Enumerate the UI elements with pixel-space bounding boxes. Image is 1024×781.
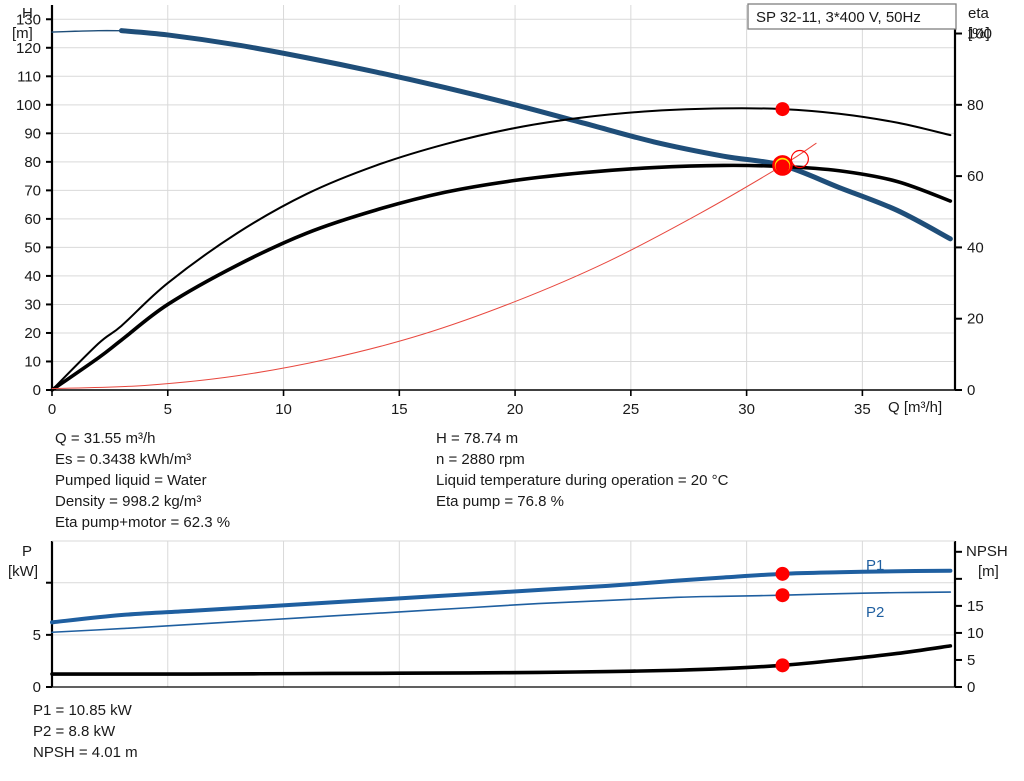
top-x-axis-title: Q [m³/h] xyxy=(888,399,942,416)
top-left-tick-label: 80 xyxy=(24,154,41,171)
bottom-y-left-axis-unit: [kW] xyxy=(8,563,38,580)
top-x-tick-label: 0 xyxy=(48,401,56,418)
top-y-right-axis-title: eta xyxy=(968,5,990,22)
title-box-label: SP 32-11, 3*400 V, 50Hz xyxy=(756,9,921,26)
top-chart-curves xyxy=(50,28,953,392)
info-right-line-2: Liquid temperature during operation = 20… xyxy=(436,472,729,489)
top-x-tick-label: 35 xyxy=(854,401,871,418)
bottom-left-tick-label: 5 xyxy=(33,627,41,644)
top-chart-markers xyxy=(772,102,809,176)
top-x-tick-label: 10 xyxy=(275,401,292,418)
top-left-tick-label: 0 xyxy=(33,382,41,399)
bottom-chart-markers xyxy=(775,566,790,673)
marker-dot-eta-pump-motor-point[interactable] xyxy=(775,159,790,174)
top-y-right-axis-unit: [%] xyxy=(968,25,990,42)
top-left-tick-label: 20 xyxy=(24,325,41,342)
top-x-tick-label: 15 xyxy=(391,401,408,418)
top-left-tick-label: 40 xyxy=(24,268,41,285)
bottom-y-left-axis-title: P xyxy=(22,543,32,560)
top-curve-h-head-duty-range xyxy=(118,28,953,242)
top-right-tick-label: 80 xyxy=(967,97,984,114)
top-left-tick-label: 90 xyxy=(24,125,41,142)
bottom-y-right-axis-unit: [m] xyxy=(978,563,999,580)
bottom-chart-gridlines xyxy=(52,541,955,688)
info-block-left: Q = 31.55 m³/h Es = 0.3438 kWh/m³ Pumped l… xyxy=(55,428,230,533)
info-block-right: H = 78.74 m n = 2880 rpm Liquid temperatur… xyxy=(436,428,728,512)
top-left-tick-label: 110 xyxy=(17,68,41,85)
top-y-left-axis-unit: [m] xyxy=(12,25,33,42)
duty-point-alt-marker[interactable] xyxy=(790,149,809,169)
bottom-chart: 0 5 0 5 10 15 P [kW] NPSH [m] P1 P2 xyxy=(8,540,1008,696)
bottom-chart-curves xyxy=(50,568,953,676)
info-right-line-1: n = 2880 rpm xyxy=(436,451,525,468)
bottom-left-tick-label: 0 xyxy=(33,679,41,696)
top-x-tick-label: 30 xyxy=(738,401,755,418)
p2-curve-label: P2 xyxy=(866,604,884,621)
bottom-curve-npsh xyxy=(50,644,953,676)
top-x-tick-label: 20 xyxy=(507,401,524,418)
bottom-right-tick-label: 0 xyxy=(967,679,975,696)
marker-dot-p1-point[interactable] xyxy=(775,566,790,581)
top-chart-gridlines xyxy=(52,5,955,391)
top-left-tick-label: 50 xyxy=(24,239,41,256)
p1-curve-label: P1 xyxy=(866,557,884,574)
bottom-right-tick-label: 15 xyxy=(967,598,984,615)
top-y-left-axis-title: H xyxy=(22,5,33,22)
info-right-line-0: H = 78.74 m xyxy=(436,430,519,447)
marker-dot-p2-point[interactable] xyxy=(775,588,790,603)
info-bottom-line-1: P2 = 8.8 kW xyxy=(33,723,116,740)
top-left-tick-label: 30 xyxy=(24,296,41,313)
top-left-tick-label: 130 xyxy=(16,11,41,28)
top-chart-ticks: 0 10 20 30 40 50 60 70 80 90 100 110 120 130 0 5 10 15 20 2… xyxy=(16,11,992,418)
top-curve-eta-pump-motor xyxy=(50,163,953,392)
top-left-tick-label: 70 xyxy=(24,182,41,199)
top-curve-system-pipe-curve xyxy=(51,142,817,390)
info-bottom-line-0: P1 = 10.85 kW xyxy=(33,702,132,719)
info-block-bottom: P1 = 10.85 kW P2 = 8.8 kW NPSH = 4.01 m xyxy=(33,700,138,763)
top-right-tick-label: 100 xyxy=(967,26,992,43)
top-curve-h-head-thin-segment xyxy=(51,29,123,33)
bottom-right-tick-label: 10 xyxy=(967,625,984,642)
top-chart: 0 10 20 30 40 50 60 70 80 90 100 110 120 130 0 5 10 15 20 2… xyxy=(12,3,992,418)
info-left-line-1: Es = 0.3438 kWh/m³ xyxy=(55,451,192,468)
info-left-line-2: Pumped liquid = Water xyxy=(55,472,207,489)
marker-dot-npsh-point[interactable] xyxy=(775,658,790,673)
top-left-tick-label: 120 xyxy=(16,40,41,57)
bottom-chart-ticks: 0 5 0 5 10 15 xyxy=(33,550,984,696)
bottom-curve-p1 xyxy=(50,568,953,625)
title-box: SP 32-11, 3*400 V, 50Hz xyxy=(747,3,957,30)
top-right-tick-label: 0 xyxy=(967,382,975,399)
top-x-tick-label: 5 xyxy=(164,401,172,418)
top-left-tick-label: 10 xyxy=(24,353,41,370)
info-left-line-3: Density = 998.2 kg/m³ xyxy=(55,493,202,510)
info-bottom-line-2: NPSH = 4.01 m xyxy=(33,744,138,761)
marker-dot-eta-pump-point[interactable] xyxy=(775,102,790,117)
top-right-tick-label: 40 xyxy=(967,239,984,256)
info-left-line-0: Q = 31.55 m³/h xyxy=(55,430,156,447)
bottom-curve-p2 xyxy=(51,591,952,634)
top-curve-eta-pump xyxy=(51,107,952,391)
bottom-right-tick-label: 5 xyxy=(967,652,975,669)
top-x-tick-label: 25 xyxy=(623,401,640,418)
top-right-tick-label: 20 xyxy=(967,311,984,328)
title-box-frame xyxy=(747,3,957,30)
bottom-y-right-axis-title: NPSH xyxy=(966,543,1008,560)
top-left-tick-label: 100 xyxy=(16,97,41,114)
top-right-tick-label: 60 xyxy=(967,168,984,185)
top-left-tick-label: 60 xyxy=(24,211,41,228)
info-left-line-4: Eta pump+motor = 62.3 % xyxy=(55,514,231,531)
info-right-line-3: Eta pump = 76.8 % xyxy=(436,493,564,510)
